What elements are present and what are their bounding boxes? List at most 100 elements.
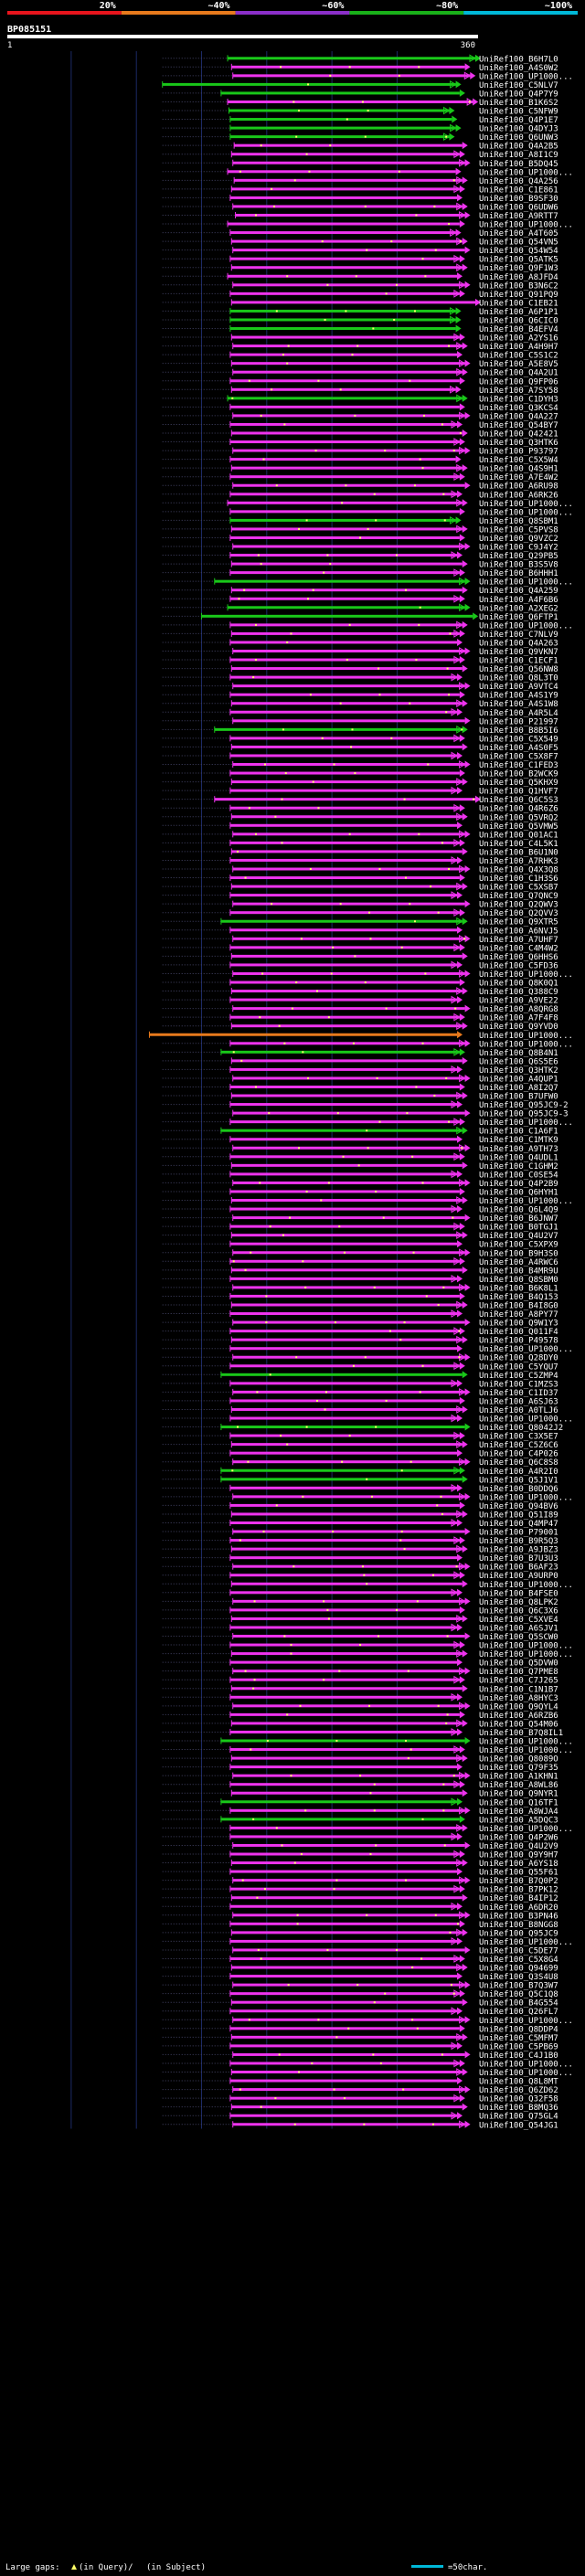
hit-label[interactable]: UniRef100_UP1000... (479, 1737, 573, 1746)
hit-label[interactable]: UniRef100_Q95JC9-2 (479, 1101, 569, 1110)
hit-label[interactable]: UniRef100_A6RU98 (479, 482, 558, 492)
hit-label[interactable]: UniRef100_A8WJA4 (479, 1807, 558, 1817)
hit-label[interactable]: UniRef100_UP1000... (479, 1746, 573, 1755)
hit-label[interactable]: UniRef100_Q51I89 (479, 1511, 558, 1520)
hit-label[interactable]: UniRef100_Q6ZD62 (479, 2086, 558, 2095)
hit-label[interactable]: UniRef100_UP1000... (479, 1650, 573, 1659)
hit-label[interactable]: UniRef100_UP1000... (479, 2060, 573, 2069)
hit-label[interactable]: UniRef100_B6HHH1 (479, 569, 558, 578)
hit-label[interactable]: UniRef100_A8I1C9 (479, 151, 558, 160)
hit-label[interactable]: UniRef100_B9H3S0 (479, 1249, 558, 1258)
hit-label[interactable]: UniRef100_C4J1B0 (479, 2051, 558, 2061)
hit-label[interactable]: UniRef100_Q011F4 (479, 1328, 558, 1337)
hit-label[interactable]: UniRef100_Q32F58 (479, 2095, 558, 2104)
hit-label[interactable]: UniRef100_C1DYH3 (479, 395, 558, 404)
hit-label[interactable]: UniRef100_Q54BY7 (479, 421, 558, 430)
hit-label[interactable]: UniRef100_A5DQC3 (479, 1816, 558, 1825)
hit-label[interactable]: UniRef100_A2YS16 (479, 334, 558, 344)
hit-label[interactable]: UniRef100_UP1000... (479, 500, 573, 509)
hit-label[interactable]: UniRef100_A0TLJ6 (479, 1406, 558, 1415)
hit-label[interactable]: UniRef100_A4R5L4 (479, 709, 558, 718)
hit-label[interactable]: UniRef100_B8NGG8 (479, 1921, 558, 1930)
hit-label[interactable]: UniRef100_B4Q153 (479, 1293, 558, 1302)
hit-label[interactable]: UniRef100_C5S1C2 (479, 352, 558, 361)
hit-label[interactable]: UniRef100_Q95JC9 (479, 1929, 558, 1938)
hit-label[interactable]: UniRef100_Q6HHS6 (479, 953, 558, 962)
hit-label[interactable]: UniRef100_C5X8G4 (479, 1956, 558, 1965)
hit-label[interactable]: UniRef100_Q95JC9-3 (479, 1110, 569, 1119)
hit-label[interactable]: UniRef100_Q2QVV3 (479, 909, 558, 918)
hit-label[interactable]: UniRef100_A4S1W8 (479, 700, 558, 709)
hit-label[interactable]: UniRef100_Q8L8MT (479, 2078, 558, 2087)
hit-label[interactable]: UniRef100_B5DQ45 (479, 160, 558, 169)
hit-label[interactable]: UniRef100_Q6HYH1 (479, 1188, 558, 1197)
hit-label[interactable]: UniRef100_C7NLV9 (479, 631, 558, 640)
hit-label[interactable]: UniRef100_UP1000... (479, 1032, 573, 1041)
hit-label[interactable]: UniRef100_A9RTT7 (479, 212, 558, 221)
hit-label[interactable]: UniRef100_UP1000... (479, 1197, 573, 1206)
hit-label[interactable]: UniRef100_UP1000... (479, 1040, 573, 1049)
hit-label[interactable]: UniRef100_A6NVJ5 (479, 927, 558, 936)
hit-label[interactable]: UniRef100_Q5KHX9 (479, 779, 558, 788)
hit-label[interactable]: UniRef100_B6U1N0 (479, 848, 558, 857)
hit-label[interactable]: UniRef100_Q4A256 (479, 177, 558, 186)
hit-label[interactable]: UniRef100_Q94699 (479, 1965, 558, 1974)
hit-label[interactable]: UniRef100_Q9QYL4 (479, 1702, 558, 1712)
hit-label[interactable]: UniRef100_Q4P2B9 (479, 1180, 558, 1189)
hit-label[interactable]: UniRef100_A9VTC4 (479, 683, 558, 692)
hit-label[interactable]: UniRef100_A4S1Y9 (479, 692, 558, 701)
hit-label[interactable]: UniRef100_B6JNW7 (479, 1214, 558, 1224)
hit-label[interactable]: UniRef100_UP1000... (479, 1938, 573, 1947)
hit-label[interactable]: UniRef100_Q54VN5 (479, 239, 558, 248)
hit-label[interactable]: UniRef100_Q94BV6 (479, 1502, 558, 1511)
hit-label[interactable]: UniRef100_Q9W1Y3 (479, 1320, 558, 1329)
hit-label[interactable]: UniRef100_B7PK12 (479, 1886, 558, 1895)
hit-label[interactable]: UniRef100_C5FD36 (479, 961, 558, 970)
hit-label[interactable]: UniRef100_Q8DDP4 (479, 2025, 558, 2034)
hit-label[interactable]: UniRef100_UP1000... (479, 1493, 573, 1502)
hit-label[interactable]: UniRef100_Q6CIC0 (479, 316, 558, 325)
hit-label[interactable]: UniRef100_C5X549 (479, 735, 558, 744)
hit-label[interactable]: UniRef100_Q9Y9H7 (479, 1851, 558, 1860)
hit-label[interactable]: UniRef100_A4F6B6 (479, 596, 558, 605)
hit-label[interactable]: UniRef100_Q6C5S3 (479, 796, 558, 805)
hit-label[interactable]: UniRef100_Q8LPK2 (479, 1598, 558, 1607)
hit-label[interactable]: UniRef100_A7SY58 (479, 387, 558, 396)
hit-label[interactable]: UniRef100_B7UFW0 (479, 1093, 558, 1102)
hit-label[interactable]: UniRef100_P93797 (479, 448, 558, 457)
hit-label[interactable]: UniRef100_B8B5I6 (479, 726, 558, 736)
hit-label[interactable]: UniRef100_Q16TF1 (479, 1798, 558, 1807)
hit-label[interactable]: UniRef100_UP1000... (479, 1642, 573, 1651)
hit-label[interactable]: UniRef100_Q54JG1 (479, 2121, 558, 2130)
hit-label[interactable]: UniRef100_A8PY77 (479, 1310, 558, 1320)
hit-label[interactable]: UniRef100_Q8L3T0 (479, 674, 558, 684)
hit-label[interactable]: UniRef100_Q6UNW3 (479, 133, 558, 143)
hit-label[interactable]: UniRef100_Q5J1V1 (479, 1476, 558, 1485)
hit-label[interactable]: UniRef100_Q8089O (479, 1755, 558, 1765)
hit-label[interactable]: UniRef100_Q6UDW6 (479, 203, 558, 212)
hit-label[interactable]: UniRef100_C5Z6C6 (479, 1441, 558, 1450)
hit-label[interactable]: UniRef100_B4EFV4 (479, 325, 558, 334)
hit-label[interactable]: UniRef100_Q4A2B5 (479, 143, 558, 152)
hit-label[interactable]: UniRef100_Q8SBM1 (479, 517, 558, 526)
hit-label[interactable]: UniRef100_Q9NYR1 (479, 1790, 558, 1799)
hit-label[interactable]: UniRef100_Q75GL4 (479, 2113, 558, 2122)
hit-label[interactable]: UniRef100_P21997 (479, 717, 558, 726)
hit-label[interactable]: UniRef100_Q79F35 (479, 1764, 558, 1773)
hit-label[interactable]: UniRef100_B3N6C2 (479, 281, 558, 291)
hit-label[interactable]: UniRef100_Q54W54 (479, 247, 558, 256)
hit-label[interactable]: UniRef100_Q5C1Q8 (479, 1990, 558, 1999)
hit-label[interactable]: UniRef100_A8I2Q7 (479, 1084, 558, 1093)
hit-label[interactable]: UniRef100_UP1000... (479, 1345, 573, 1354)
hit-label[interactable]: UniRef100_Q2QWV3 (479, 901, 558, 910)
hit-label[interactable]: UniRef100_A6YS18 (479, 1860, 558, 1869)
hit-label[interactable]: UniRef100_A6DR20 (479, 1903, 558, 1913)
hit-label[interactable]: UniRef100_Q6C8S8 (479, 1458, 558, 1468)
hit-label[interactable]: UniRef100_A9JBZ3 (479, 1546, 558, 1555)
hit-label[interactable]: UniRef100_B4FSE0 (479, 1589, 558, 1598)
hit-label[interactable]: UniRef100_C4M4W2 (479, 944, 558, 953)
hit-label[interactable]: UniRef100_Q5VRQ2 (479, 813, 558, 822)
hit-label[interactable]: UniRef100_P79001 (479, 1529, 558, 1538)
hit-label[interactable]: UniRef100_B9R5Q3 (479, 1537, 558, 1546)
hit-label[interactable]: UniRef100_Q4A259 (479, 587, 558, 596)
